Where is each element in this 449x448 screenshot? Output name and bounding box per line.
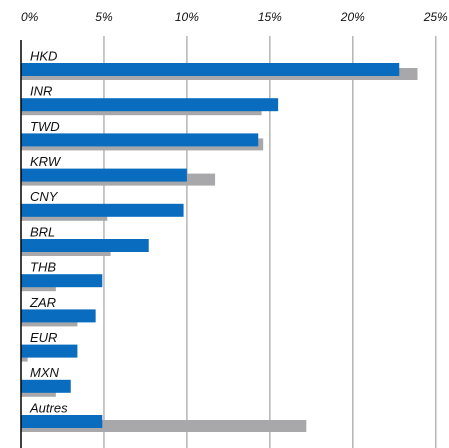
bar bbox=[21, 344, 78, 358]
bar bbox=[21, 415, 103, 428]
x-tick-label: 5% bbox=[95, 10, 113, 24]
bar bbox=[21, 239, 149, 252]
category-label: BRL bbox=[30, 224, 55, 239]
bar bbox=[21, 168, 187, 182]
bar bbox=[21, 98, 279, 112]
category-label: THB bbox=[30, 260, 56, 275]
x-tick-label: 25% bbox=[423, 10, 448, 24]
bar bbox=[21, 274, 103, 288]
category-label: INR bbox=[30, 84, 52, 99]
category-label: HKD bbox=[30, 48, 57, 63]
category-label: CNY bbox=[30, 189, 59, 204]
x-tick-label: 20% bbox=[340, 10, 365, 24]
x-tick-label: 0% bbox=[21, 10, 39, 24]
bar bbox=[21, 203, 184, 217]
category-label: KRW bbox=[30, 154, 62, 169]
category-label: ZAR bbox=[29, 295, 56, 310]
category-label: Autres bbox=[29, 400, 68, 415]
x-tick-label: 10% bbox=[175, 10, 199, 24]
bar bbox=[21, 133, 259, 147]
x-tick-label: 15% bbox=[258, 10, 282, 24]
category-label: MXN bbox=[30, 365, 60, 380]
bar bbox=[21, 63, 400, 76]
category-label: EUR bbox=[30, 330, 57, 345]
bar bbox=[21, 309, 96, 323]
bar bbox=[21, 379, 71, 393]
category-label: TWD bbox=[30, 119, 60, 134]
